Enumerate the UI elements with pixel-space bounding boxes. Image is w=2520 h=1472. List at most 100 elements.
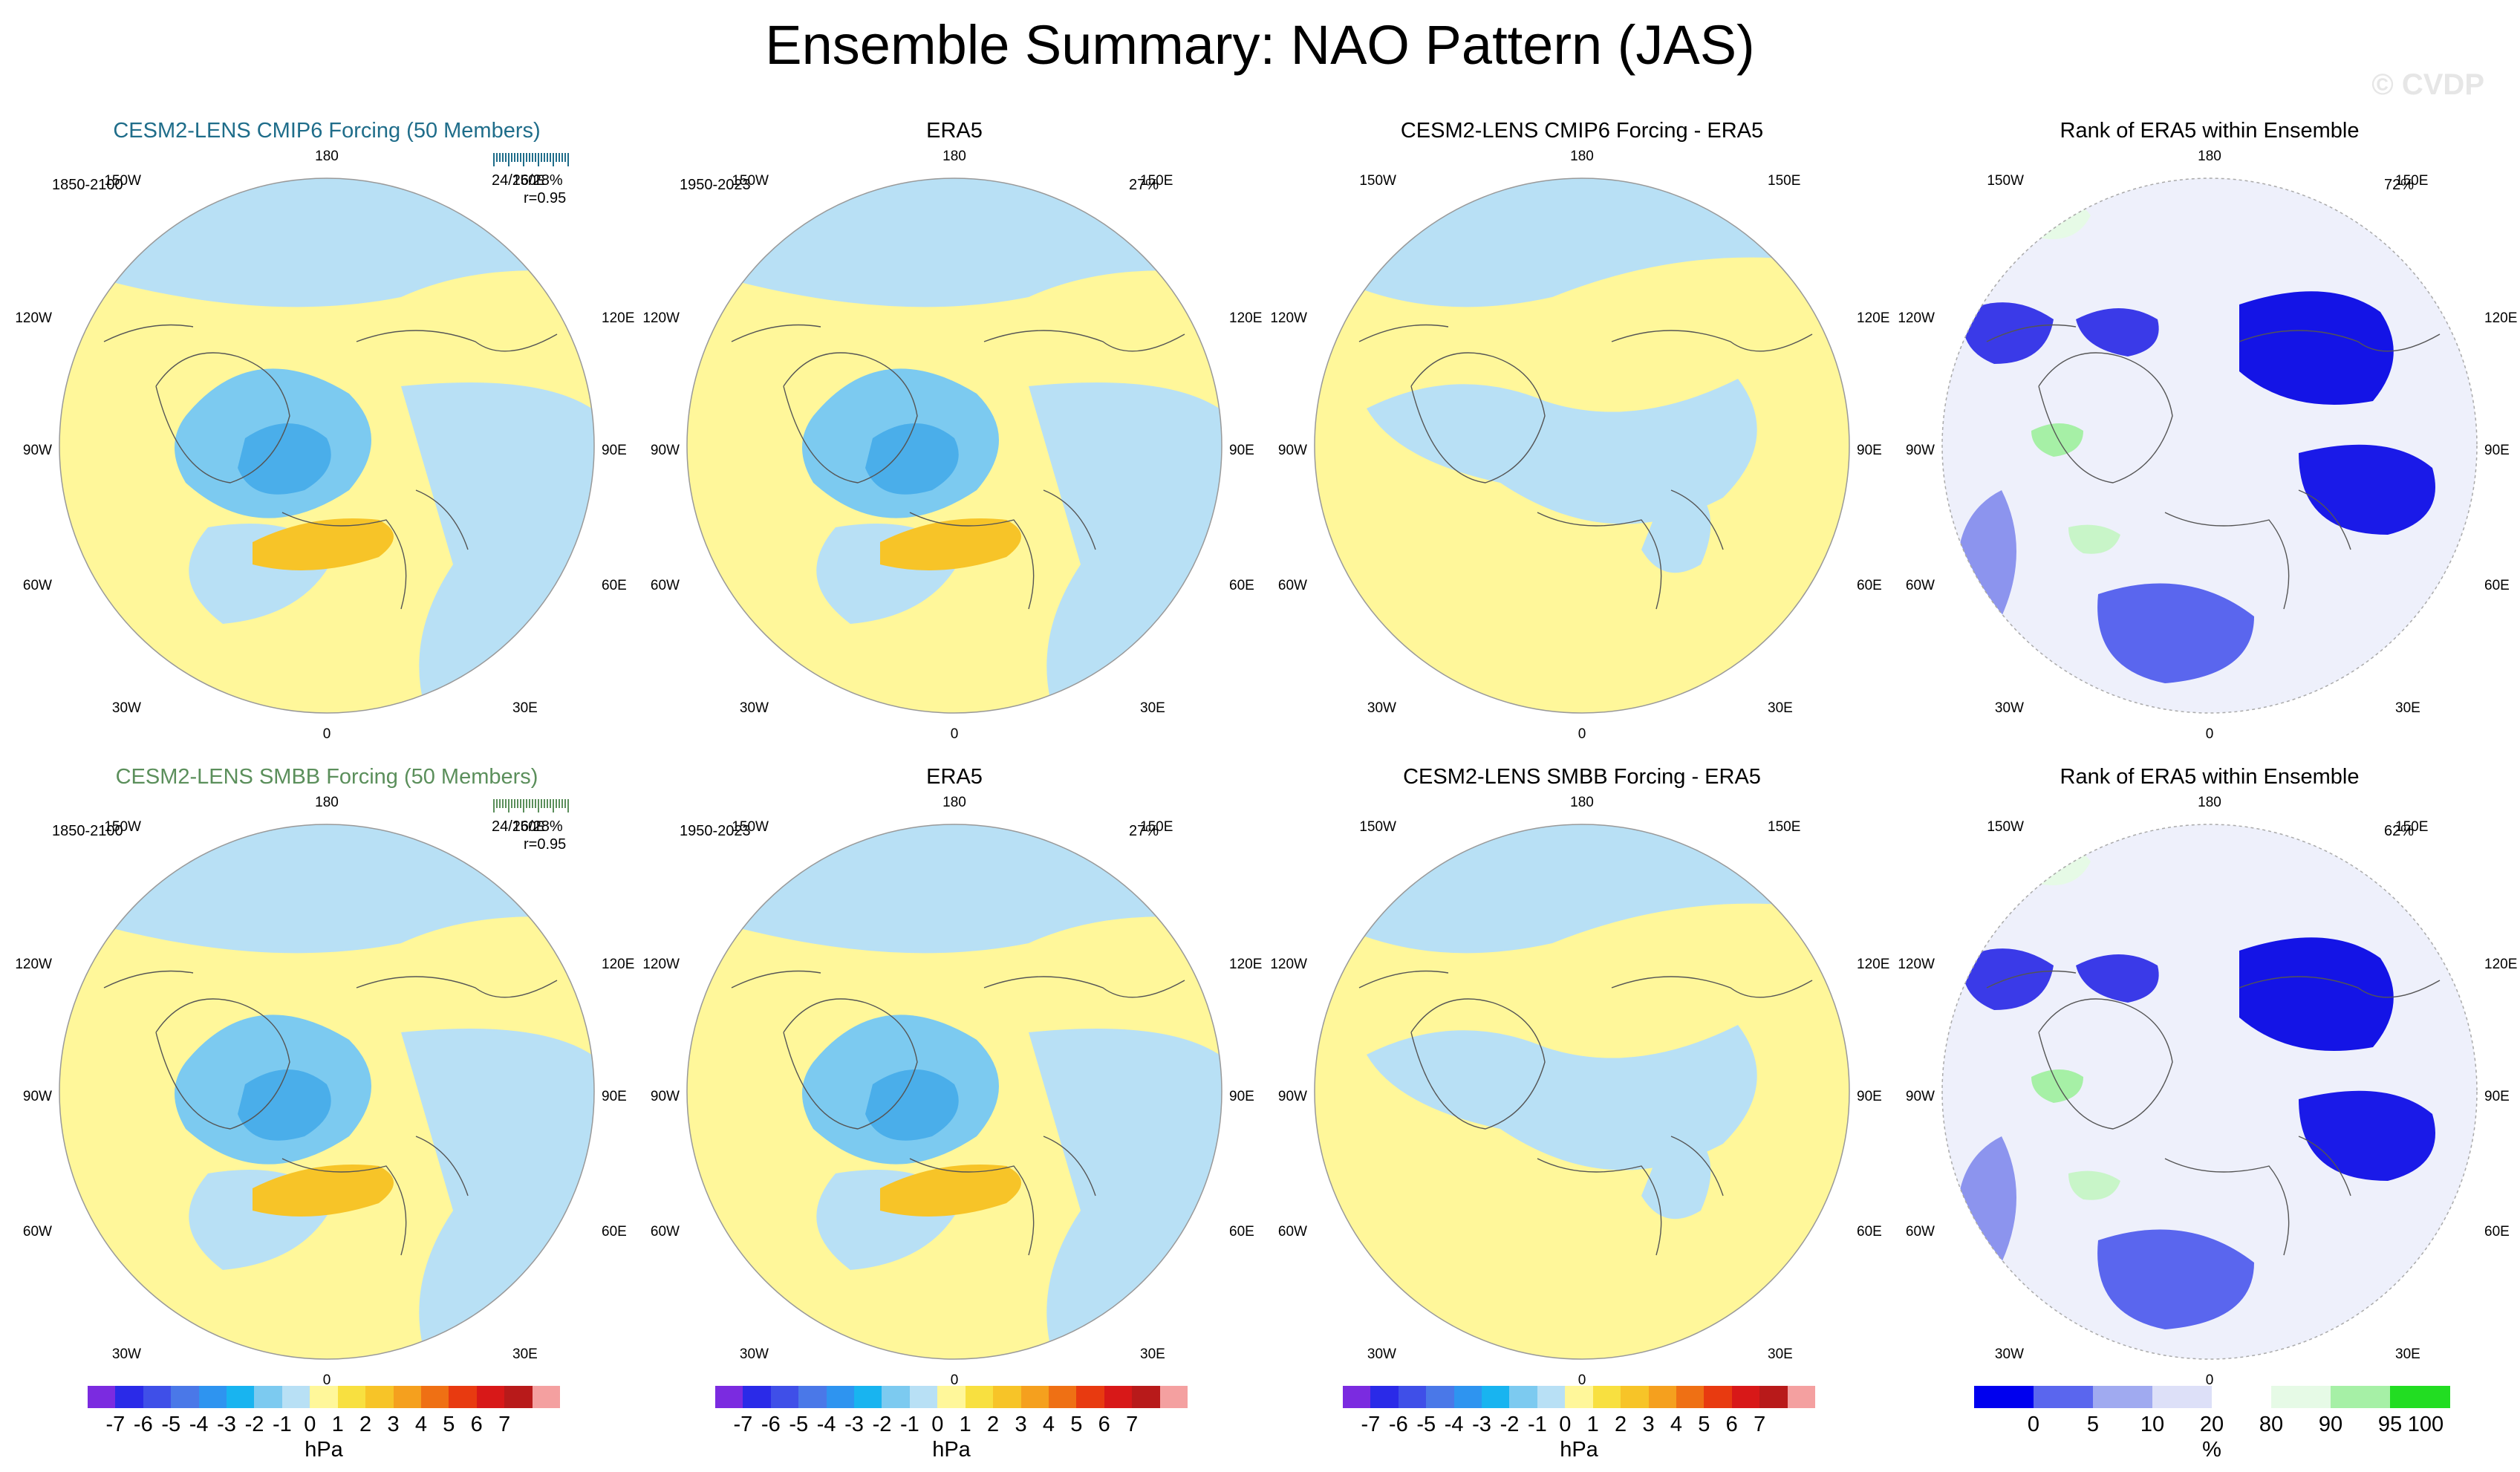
- map-panel-top-1: CESM2-LENS CMIP6 Forcing (50 Members) 180…: [15, 119, 634, 765]
- map-panel-bottom-2: ERA5 180 150W 150E 120W 120E 90W 90E 60W 60E 30W 30…: [642, 765, 1262, 1411]
- colorbar-swatch: [1453, 1386, 1482, 1408]
- longitude-label: 150W: [104, 819, 141, 835]
- ensemble-member-tick: [523, 153, 524, 166]
- longitude-label: 60E: [1857, 578, 1882, 593]
- ensemble-member-tick: [526, 153, 527, 162]
- colorbar-swatch: [1731, 1386, 1760, 1408]
- colorbar-swatch: [337, 1386, 366, 1408]
- percent-label: 62%: [2384, 823, 2415, 839]
- colorbar-swatch: [1676, 1386, 1705, 1408]
- colorbar-swatch: [854, 1386, 882, 1408]
- longitude-label: 150E: [512, 819, 546, 835]
- ensemble-spread-strip: [493, 799, 569, 812]
- longitude-label: 150W: [1987, 819, 2024, 835]
- colorbar-swatch: [1020, 1386, 1049, 1408]
- ensemble-member-tick: [561, 153, 563, 162]
- longitude-label: 30W: [111, 1346, 141, 1362]
- colorbar-swatch: [143, 1386, 172, 1408]
- colorbar-swatch: [2271, 1386, 2331, 1408]
- longitude-label: 180: [2198, 149, 2221, 164]
- colorbar-swatch: [449, 1386, 478, 1408]
- ensemble-member-tick: [538, 153, 539, 166]
- ensemble-member-tick: [520, 799, 521, 808]
- longitude-label: 30E: [1768, 700, 1793, 716]
- low-pressure-core: [865, 1069, 959, 1141]
- colorbar-tick-label: 3: [1642, 1413, 1655, 1436]
- colorbar-swatch: [504, 1386, 533, 1408]
- colorbar-swatch: [937, 1386, 966, 1408]
- ensemble-stats: 24/26/28%: [492, 172, 563, 189]
- longitude-label: 120E: [2484, 310, 2518, 326]
- longitude-label: 60E: [602, 578, 627, 593]
- high-pressure-center: [880, 1165, 1021, 1217]
- longitude-label: 150W: [1359, 173, 1396, 189]
- colorbar-swatch: [1537, 1386, 1566, 1408]
- ensemble-member-tick: [535, 153, 536, 162]
- colorbar-tick-label: -7: [733, 1413, 753, 1436]
- colorbar-tick-label: 1: [331, 1413, 344, 1436]
- colorbar-swatch: [882, 1386, 911, 1408]
- colorbar-swatch: [1426, 1386, 1455, 1408]
- longitude-label: 90W: [1905, 1089, 1935, 1104]
- longitude-label: 90W: [1277, 1089, 1307, 1104]
- longitude-label: 150W: [1359, 819, 1396, 835]
- longitude-label: 0: [950, 726, 959, 742]
- negative-region: [1641, 1121, 1711, 1219]
- longitude-label: 30E: [1140, 700, 1165, 716]
- colorbar-swatch: [1704, 1386, 1733, 1408]
- rank-blue-blob: [2097, 1229, 2254, 1329]
- ensemble-member-tick: [556, 799, 557, 808]
- longitude-label: 90W: [22, 1089, 52, 1104]
- polar-map: [686, 824, 1222, 1360]
- map-outline: [686, 824, 1222, 1360]
- longitude-label: 120W: [1270, 310, 1307, 326]
- colorbar-swatch: [1370, 1386, 1399, 1408]
- colorbar-swatch: [1076, 1386, 1105, 1408]
- colorbar-tick-label: 5: [1698, 1413, 1710, 1436]
- longitude-label: 0: [2205, 1372, 2214, 1388]
- colorbar-tick-label: 0: [2027, 1413, 2040, 1436]
- map-outline: [1941, 178, 2478, 714]
- colorbar-swatch: [1592, 1386, 1621, 1408]
- rank-blue-blob: [2299, 1090, 2435, 1181]
- colorbar-tick-label: -2: [244, 1413, 264, 1436]
- longitude-label: 60W: [650, 578, 680, 593]
- map-outline: [59, 178, 595, 714]
- rank-green-blob: [2068, 524, 2120, 554]
- colorbar-tick-label: 6: [1098, 1413, 1110, 1436]
- ensemble-member-tick: [550, 153, 551, 162]
- colorbar-unit: hPa: [932, 1438, 971, 1462]
- longitude-label: 150W: [732, 819, 769, 835]
- colorbar-tick-label: -2: [1500, 1413, 1520, 1436]
- colorbar-tick-label: 3: [1015, 1413, 1027, 1436]
- colorbar-swatch: [965, 1386, 994, 1408]
- map-outline: [686, 178, 1222, 714]
- period-label: 1950-2023: [680, 823, 751, 839]
- longitude-label: 0: [2205, 726, 2214, 742]
- map-panel-top-2: ERA5 180 150W 150E 120W 120E 90W 90E 60W 60E 30W 30…: [642, 119, 1262, 765]
- panel-title: Rank of ERA5 within Ensemble: [2060, 119, 2360, 143]
- polar-map: [1941, 178, 2478, 714]
- colorbar-tick-label: 2: [359, 1413, 372, 1436]
- map-panel-top-4: Rank of ERA5 within Ensemble 180 150W 150E 1…: [1898, 119, 2518, 765]
- colorbar-swatch: [171, 1386, 200, 1408]
- ensemble-member-tick: [535, 799, 536, 808]
- longitude-label: 180: [942, 149, 966, 164]
- colorbar-tick-label: -3: [1472, 1413, 1491, 1436]
- colorbar-swatch: [420, 1386, 449, 1408]
- map-panel-bottom-1: CESM2-LENS SMBB Forcing (50 Members) 180 1…: [15, 765, 634, 1411]
- period-label: 1950-2023: [680, 177, 751, 193]
- ensemble-member-tick: [532, 799, 533, 808]
- colorbar-swatch: [2212, 1386, 2272, 1408]
- colorbar-tick-label: -7: [105, 1413, 126, 1436]
- colorbar-unit: hPa: [1560, 1438, 1598, 1462]
- panel-title: ERA5: [926, 119, 983, 143]
- colorbar-tick-label: 90: [2318, 1413, 2343, 1436]
- panel-title: CESM2-LENS SMBB Forcing - ERA5: [1403, 765, 1761, 789]
- ensemble-member-tick: [496, 153, 498, 162]
- colorbar-tick-label: -5: [161, 1413, 181, 1436]
- polar-map: [59, 178, 595, 714]
- ensemble-member-tick: [559, 153, 560, 162]
- map-outline: [59, 824, 595, 1360]
- longitude-label: 150W: [732, 173, 769, 189]
